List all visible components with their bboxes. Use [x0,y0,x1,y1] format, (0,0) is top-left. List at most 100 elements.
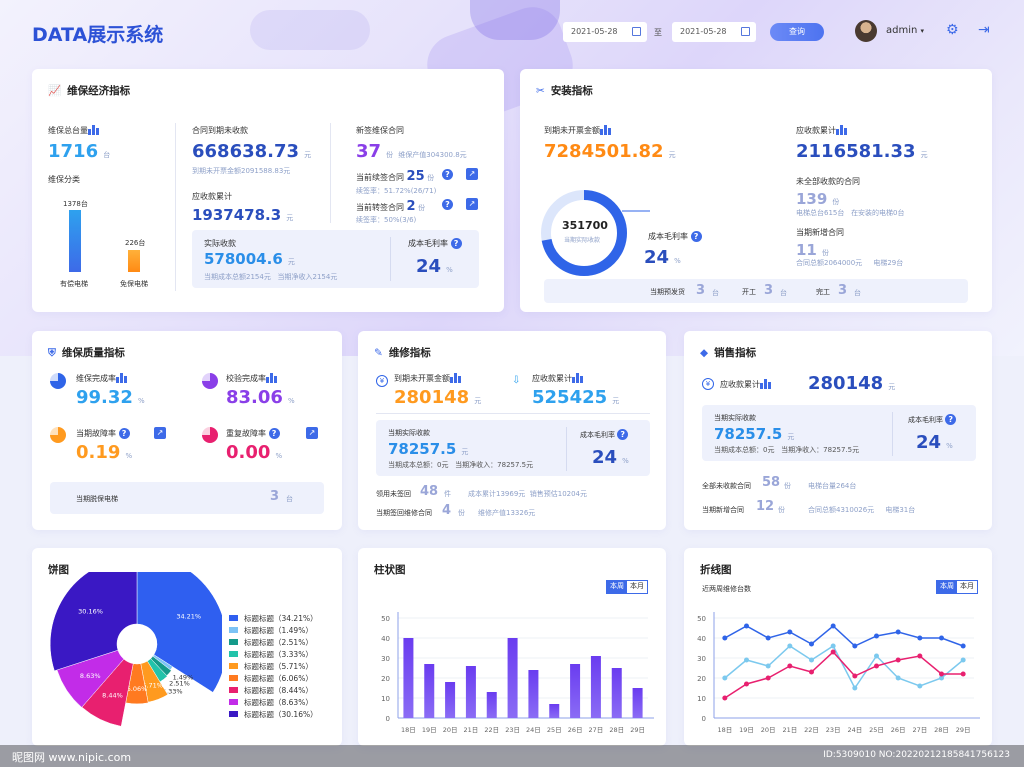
trend-icon[interactable]: ↗ [306,427,318,439]
caret-down-icon: ▾ [920,27,925,35]
series-point [830,643,836,649]
series-point [939,671,944,677]
x-tick-label: 25日 [869,726,884,734]
series-point [830,623,836,629]
watermark-left: 昵图网 www.nipic.com [12,751,132,764]
help-icon[interactable]: ? [450,238,462,249]
help-icon[interactable]: ? [617,429,629,440]
bar-chart-icon[interactable] [836,125,847,135]
bar-title: 柱状图 [374,564,406,576]
trend-icon[interactable]: ↗ [466,168,478,180]
y-tick-label: 20 [381,675,390,683]
series-point [765,675,771,681]
tab-week[interactable]: 本周 [937,581,957,593]
m2-value: 83.06 % [226,387,295,408]
install-title: 安装指标 [550,85,593,97]
series-point [722,675,728,681]
trend-icon[interactable]: ↗ [466,198,478,210]
trend-icon[interactable]: ↗ [154,427,166,439]
card-title: ✂ 安装指标 [536,83,593,98]
y-tick-label: 0 [702,715,706,723]
sales-actual-value: 78257.5 元 [714,425,795,443]
series-point [960,671,966,677]
bar [486,692,497,718]
elevator-info: 电梯总台615台 在安装的电梯0台 [796,209,905,217]
unsigned-value: 48 [420,484,439,499]
help-icon[interactable]: ? [442,169,453,180]
bar-chart-icon[interactable] [266,373,277,383]
legend-swatch [229,663,238,669]
install-margin-label: 成本毛利率 ? [648,231,702,242]
series-point [787,643,793,649]
bar-chart-icon[interactable] [572,373,583,383]
bar-chart-icon[interactable] [116,373,127,383]
install-new-info: 合同总额2064000元 电梯29台 [796,259,904,267]
bar-category-label: 免保电梯 [120,280,148,288]
pie-slice-label: 3.33% [162,687,183,695]
x-tick-label: 26日 [568,726,583,734]
install-receivable-label: 应收款累计 [796,125,847,136]
renew-rate: 续签率：51.72%(26/71) [356,187,437,195]
date-from-input[interactable]: 2021-05-28 [563,22,647,42]
series-point [809,669,814,675]
line-card: 折线图 近两周维修台数 本周 本月 0 10 20 30 40 50 18日 19日 20日 21日… [684,548,992,746]
pie-slice-label: 2.51% [169,680,190,688]
actual-value: 578004.6 元 [204,250,295,268]
repair-unbilled-label: 到期未开票金额 [394,373,461,384]
bar-chart-icon[interactable] [600,125,611,135]
pie-chart: 34.21% 1.49%2.51%3.33%5.71%6.06% 8.44% 8.63… [49,572,222,727]
bar-value-label: 1378台 [63,200,88,208]
legend-item: 标题标题（3.33%） [229,649,318,661]
tab-month[interactable]: 本月 [630,582,644,590]
sales-margin-value: 24 % [916,432,953,453]
m1-value: 99.32 % [76,387,145,408]
m2-label: 校验完成率 [226,373,277,384]
series-point [809,641,814,647]
bar-chart-icon[interactable] [88,125,99,135]
series-point [852,643,858,649]
done-value: 3 [838,283,848,298]
help-icon[interactable]: ? [118,428,130,439]
card-title: 📈 维保经济指标 [48,83,130,98]
help-icon[interactable]: ? [945,414,957,425]
yen-icon: ¥ [376,375,388,387]
tab-week[interactable]: 本周 [607,581,627,593]
unit: 台 [712,289,719,297]
series-point [722,635,728,641]
bar-chart-icon[interactable] [450,373,461,383]
bar [590,656,601,718]
bar-chart-icon[interactable] [760,379,771,389]
help-icon[interactable]: ? [442,199,453,210]
sales-new-label: 当期新增合同 [702,506,744,514]
wrench-icon: ✎ [374,347,383,359]
pie-slice-label: 34.21% [176,613,201,621]
y-tick-label: 30 [697,655,706,663]
avatar[interactable] [855,20,877,42]
transfer-label: 当前转签合同 2 份 [356,199,426,214]
series-point [852,685,858,691]
offline-panel [50,482,324,514]
series-line [724,625,964,647]
query-button[interactable]: 查询 [770,23,824,41]
legend-swatch [229,687,238,693]
help-icon[interactable]: ? [268,428,280,439]
gear-icon[interactable]: ⚙ [946,22,959,38]
repair-receivable-label: 应收款累计 [532,373,583,384]
legend-label: 标题标题（8.63%） [244,698,313,707]
bar-category-label: 有偿电梯 [60,280,88,288]
date-to-input[interactable]: 2021-05-28 [672,22,756,42]
y-tick-label: 10 [697,695,706,703]
sales-card: ◆ 销售指标 ¥ 应收款累计 280148 元 当期实际收款 78257.5 元 … [684,331,992,530]
shipped-value: 3 [696,283,706,298]
tab-month[interactable]: 本月 [960,582,974,590]
x-tick-label: 18日 [401,726,416,734]
user-menu[interactable]: admin ▾ [886,25,924,36]
divider [330,123,331,223]
legend-item: 标题标题（8.44%） [229,685,318,697]
logout-icon[interactable]: ⇥ [978,22,990,38]
x-tick-label: 22日 [804,726,819,734]
help-icon[interactable]: ? [690,231,702,242]
contract-sub: 到期未开票金额2091588.83元 [192,167,291,175]
offline-value: 3 [270,489,280,504]
repair-actual-panel [376,420,650,476]
